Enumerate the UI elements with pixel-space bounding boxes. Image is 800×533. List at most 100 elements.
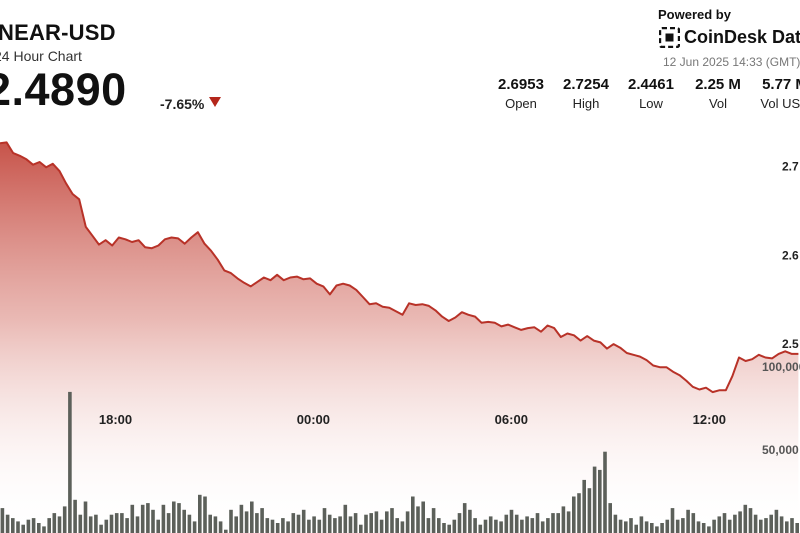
stat-label: High	[572, 96, 600, 111]
volume-bar	[790, 518, 794, 533]
volume-bar	[509, 509, 514, 533]
volume-bar	[322, 508, 327, 533]
volume-bar	[561, 506, 566, 533]
volume-bar	[130, 504, 135, 533]
volume-bar	[774, 509, 779, 533]
volume-bar	[343, 504, 348, 533]
volume-bar	[764, 518, 768, 533]
volume-bar	[598, 469, 602, 533]
volume-bar	[244, 511, 249, 533]
volume-bar	[582, 479, 586, 533]
volume-bar	[566, 511, 571, 533]
volume-bar	[462, 503, 467, 533]
stat-value: 2.6953	[498, 76, 544, 93]
volume-bar	[327, 514, 332, 533]
stat-label: Low	[639, 96, 663, 111]
volume-bar	[291, 513, 296, 533]
volume-bar	[281, 518, 285, 533]
volume-bar	[556, 513, 560, 533]
volume-bar	[795, 523, 799, 533]
price-change: -7.65%	[160, 96, 205, 112]
stat-label: Vol	[708, 96, 728, 111]
volume-bar	[478, 524, 483, 533]
volume-bar	[317, 519, 322, 533]
line-layer	[0, 141, 799, 394]
volume-tick-label: 100,000	[762, 360, 800, 374]
volume-bar	[364, 514, 368, 533]
volume-bar	[172, 501, 176, 533]
volume-bar	[701, 523, 706, 533]
volume-bar	[312, 516, 316, 533]
volume-bar	[779, 516, 784, 533]
volume-bar	[707, 526, 711, 533]
volume-bar	[785, 521, 789, 533]
volume-bar	[437, 518, 441, 533]
volume-bar	[182, 509, 186, 533]
volume-bar	[535, 513, 540, 533]
volume-bar	[546, 518, 550, 533]
volume-bar	[31, 518, 36, 533]
volume-bar	[769, 514, 773, 533]
x-tick-label: 12:00	[693, 412, 726, 427]
volume-bar	[426, 518, 431, 533]
brand-logo-link[interactable]: CoinDesk Data	[659, 27, 800, 48]
volume-bar	[213, 516, 218, 533]
volume-bar	[587, 488, 592, 533]
brand-name: CoinDesk Data	[684, 27, 800, 47]
stat-low: 2.4461 Low	[616, 76, 686, 111]
volume-bar	[665, 519, 670, 533]
volume-bar	[712, 519, 716, 533]
volume-bar	[286, 521, 290, 533]
volume-bar	[99, 524, 103, 533]
volume-bar	[203, 496, 207, 533]
stat-vol-usd: 5.77 M Vol USD	[750, 76, 800, 111]
volume-bar	[634, 524, 638, 533]
volume-bar	[166, 513, 171, 533]
volume-bar	[224, 529, 228, 533]
volume-bar	[457, 513, 462, 533]
volume-bar	[73, 499, 77, 533]
volume-bar	[78, 514, 83, 533]
volume-bar	[727, 519, 732, 533]
volume-bar	[722, 513, 727, 533]
axis-layer: 18:00 00:00 06:00 12:00 2.7 2.6 2.5 100,000 50,0…	[99, 159, 800, 457]
volume-bar	[525, 516, 529, 533]
volume-bar	[140, 504, 145, 533]
volume-bar	[483, 519, 488, 533]
volume-bar	[540, 521, 545, 533]
current-price: 2.4890	[0, 64, 127, 115]
volume-bar	[442, 523, 446, 533]
volume-bar	[551, 513, 555, 533]
volume-bar	[62, 506, 67, 533]
volume-bar	[120, 513, 124, 533]
volume-bar	[348, 516, 353, 533]
volume-bar	[353, 513, 358, 533]
pair-title: NEAR-USD	[0, 20, 116, 45]
price-tick-label: 2.7	[782, 159, 799, 173]
volume-bar	[520, 519, 524, 533]
volume-bar	[83, 501, 88, 533]
x-tick-label: 18:00	[99, 412, 132, 427]
volume-bar	[753, 514, 758, 533]
coindesk-logo-icon	[659, 27, 680, 48]
volume-bar	[759, 519, 763, 533]
volume-bar	[156, 519, 160, 533]
volume-bar	[125, 518, 129, 533]
volume-bar	[374, 511, 379, 533]
volume-bar	[468, 509, 472, 533]
stat-open: 2.6953 Open	[486, 76, 556, 111]
volume-bar	[307, 519, 311, 533]
volume-bar	[717, 516, 722, 533]
volume-bar	[333, 518, 337, 533]
volume-bar	[504, 514, 509, 533]
volume-bar	[270, 519, 275, 533]
volume-bar	[234, 516, 238, 533]
stat-value: 2.25 M	[695, 76, 741, 93]
volume-bar	[395, 518, 399, 533]
volume-bar	[177, 503, 181, 533]
volume-bar	[114, 513, 119, 533]
volume-bar	[42, 526, 46, 533]
volume-bar	[208, 514, 212, 533]
volume-bar	[660, 523, 664, 533]
stat-label: Vol USD	[760, 96, 800, 111]
